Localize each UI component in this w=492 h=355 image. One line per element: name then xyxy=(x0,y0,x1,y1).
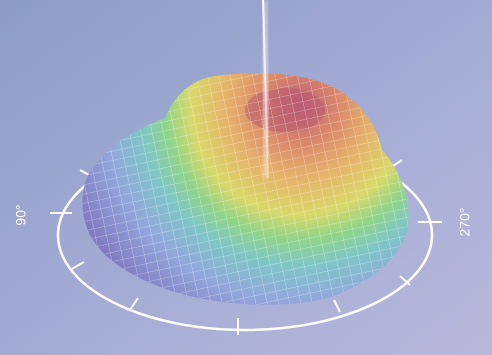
angle-label: 90° xyxy=(13,204,29,225)
angle-label: 270° xyxy=(457,208,473,237)
light-beam xyxy=(262,0,269,179)
compass-ticks xyxy=(50,159,442,335)
